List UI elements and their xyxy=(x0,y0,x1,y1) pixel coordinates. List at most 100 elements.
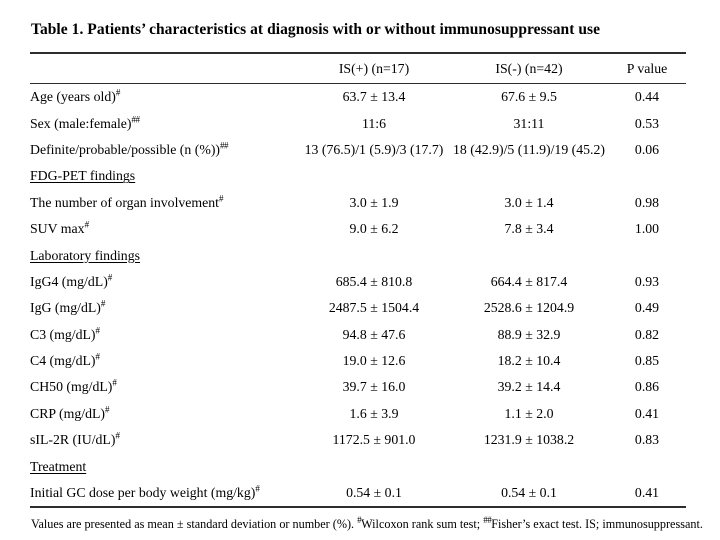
cell-p-value: 0.06 xyxy=(634,141,660,157)
cell-p-value: 0.86 xyxy=(634,379,660,395)
cell-is-minus: 31:11 xyxy=(513,115,545,131)
row-label-text: The number of organ involvement xyxy=(30,194,220,210)
section-header: FDG-PET findings xyxy=(30,163,686,189)
cell-is-plus: 13 (76.5)/1 (5.9)/3 (17.7) xyxy=(304,141,444,157)
row-label: SUV max# xyxy=(30,216,298,242)
section-header-text: FDG-PET findings xyxy=(30,168,136,184)
footnote-mark: # xyxy=(95,351,101,362)
cell-is-minus: 7.8 ± 3.4 xyxy=(504,221,554,237)
table-footnote: Values are presented as mean ± standard … xyxy=(31,515,720,532)
cell-is-minus: 18 (42.9)/5 (11.9)/19 (45.2) xyxy=(453,141,605,157)
cell-p-value: 0.82 xyxy=(634,326,660,342)
section-header: Laboratory findings xyxy=(30,242,686,268)
cell-is-plus: 94.8 ± 47.6 xyxy=(342,326,406,342)
footnote-mark: # xyxy=(115,87,121,98)
table-row-c3: C3 (mg/dL)# 94.8 ± 47.6 88.9 ± 32.9 0.82 xyxy=(30,322,686,348)
table-section-fdg-pet: FDG-PET findings xyxy=(30,163,686,189)
row-label-text: SUV max xyxy=(30,221,85,237)
cell-is-plus: 685.4 ± 810.8 xyxy=(335,273,413,289)
table-row-ch50: CH50 (mg/dL)# 39.7 ± 16.0 39.2 ± 14.4 0.… xyxy=(30,374,686,400)
row-label-text: CRP (mg/dL) xyxy=(30,405,105,421)
cell-is-plus: 39.7 ± 16.0 xyxy=(342,379,406,395)
col-header-is-minus: IS(-) (n=42) xyxy=(450,53,608,84)
footnote-mark-wilcoxon: # xyxy=(357,515,362,526)
cell-is-plus: 0.54 ± 0.1 xyxy=(346,485,402,501)
table-row-igg: IgG (mg/dL)# 2487.5 ± 1504.4 2528.6 ± 12… xyxy=(30,295,686,321)
footnote-mark: # xyxy=(84,219,90,230)
row-label: sIL-2R (IU/dL)# xyxy=(30,427,298,453)
footnote-mark: # xyxy=(95,325,101,336)
footnote-mark: ## xyxy=(131,113,141,124)
table-row-diagnosis-category: Definite/probable/possible (n (%))## 13 … xyxy=(30,137,686,163)
footnote-mark: # xyxy=(112,377,117,388)
table-row-igg4: IgG4 (mg/dL)# 685.4 ± 810.8 664.4 ± 817.… xyxy=(30,269,686,295)
table-section-laboratory: Laboratory findings xyxy=(30,242,686,268)
footnote-mark: # xyxy=(255,483,260,494)
col-header-is-plus: IS(+) (n=17) xyxy=(298,53,450,84)
patient-characteristics-table: IS(+) (n=17) IS(-) (n=42) P value Age (y… xyxy=(30,52,686,509)
table-header: IS(+) (n=17) IS(-) (n=42) P value xyxy=(30,53,686,84)
row-label: C4 (mg/dL)# xyxy=(30,348,298,374)
table-body: Age (years old)# 63.7 ± 13.4 67.6 ± 9.5 … xyxy=(30,84,686,508)
table-row-suv-max: SUV max# 9.0 ± 6.2 7.8 ± 3.4 1.00 xyxy=(30,216,686,242)
table-row-initial-gc-dose: Initial GC dose per body weight (mg/kg)#… xyxy=(30,480,686,507)
cell-is-minus: 1.1 ± 2.0 xyxy=(504,405,554,421)
row-label-text: Age (years old) xyxy=(30,89,116,105)
table-row-sex: Sex (male:female)## 11:6 31:11 0.53 xyxy=(30,110,686,136)
cell-p-value: 0.85 xyxy=(634,353,660,369)
cell-p-value: 0.53 xyxy=(634,115,660,131)
cell-is-plus: 19.0 ± 12.6 xyxy=(342,353,406,369)
footnote-mark: # xyxy=(219,193,224,204)
section-header-text: Laboratory findings xyxy=(30,247,140,263)
footnote-mark: # xyxy=(107,272,113,283)
row-label-text: C4 (mg/dL) xyxy=(30,353,96,369)
row-label: Definite/probable/possible (n (%))## xyxy=(30,137,298,163)
cell-p-value: 0.41 xyxy=(634,405,660,421)
row-label-text: C3 (mg/dL) xyxy=(30,326,96,342)
table-title: Table 1. Patients’ characteristics at di… xyxy=(31,21,601,38)
cell-is-plus: 1.6 ± 3.9 xyxy=(349,405,399,421)
cell-p-value: 0.44 xyxy=(634,89,660,105)
cell-p-value: 0.93 xyxy=(634,273,660,289)
col-header-p-value: P value xyxy=(608,53,686,84)
header-row: IS(+) (n=17) IS(-) (n=42) P value xyxy=(30,53,686,84)
row-label: IgG (mg/dL)# xyxy=(30,295,298,321)
row-label-text: Definite/probable/possible (n (%)) xyxy=(30,141,221,157)
footnote-text-1: Values are presented as mean ± standard … xyxy=(31,517,358,532)
cell-is-minus: 18.2 ± 10.4 xyxy=(497,353,561,369)
footnote-mark: ## xyxy=(220,140,229,151)
footnote-mark-fisher: ## xyxy=(483,515,492,526)
row-label: Initial GC dose per body weight (mg/kg)# xyxy=(30,480,298,507)
row-label: The number of organ involvement# xyxy=(30,190,298,216)
table-row-crp: CRP (mg/dL)# 1.6 ± 3.9 1.1 ± 2.0 0.41 xyxy=(30,401,686,427)
table-row-sil2r: sIL-2R (IU/dL)# 1172.5 ± 901.0 1231.9 ± … xyxy=(30,427,686,453)
row-label: C3 (mg/dL)# xyxy=(30,322,298,348)
cell-p-value: 1.00 xyxy=(634,221,660,237)
footnote-mark: # xyxy=(100,298,106,309)
footnote-text-2: Wilcoxon rank sum test; xyxy=(361,517,484,532)
cell-is-minus: 67.6 ± 9.5 xyxy=(501,89,557,105)
section-header: Treatment xyxy=(30,453,686,479)
cell-is-plus: 63.7 ± 13.4 xyxy=(342,89,406,105)
cell-is-plus: 2487.5 ± 1504.4 xyxy=(328,300,420,316)
row-label-text: IgG (mg/dL) xyxy=(30,300,101,316)
cell-p-value: 0.49 xyxy=(634,300,660,316)
cell-is-plus: 1172.5 ± 901.0 xyxy=(332,432,416,448)
col-header-empty xyxy=(30,53,298,84)
footnote-mark: # xyxy=(105,404,110,415)
row-label: IgG4 (mg/dL)# xyxy=(30,269,298,295)
table-row-c4: C4 (mg/dL)# 19.0 ± 12.6 18.2 ± 10.4 0.85 xyxy=(30,348,686,374)
cell-p-value: 0.41 xyxy=(634,485,660,501)
row-label: CH50 (mg/dL)# xyxy=(30,374,298,400)
cell-p-value: 0.98 xyxy=(634,194,660,210)
cell-is-minus: 664.4 ± 817.4 xyxy=(490,273,568,289)
row-label-text: CH50 (mg/dL) xyxy=(30,379,113,395)
cell-is-minus: 0.54 ± 0.1 xyxy=(501,485,557,501)
footnote-mark: # xyxy=(115,430,120,441)
cell-is-plus: 9.0 ± 6.2 xyxy=(349,221,399,237)
cell-is-minus: 3.0 ± 1.4 xyxy=(504,194,554,210)
cell-is-minus: 39.2 ± 14.4 xyxy=(497,379,561,395)
footnote-text-3: Fisher’s exact test. IS; immunosuppressa… xyxy=(491,517,703,532)
cell-is-minus: 2528.6 ± 1204.9 xyxy=(483,300,575,316)
